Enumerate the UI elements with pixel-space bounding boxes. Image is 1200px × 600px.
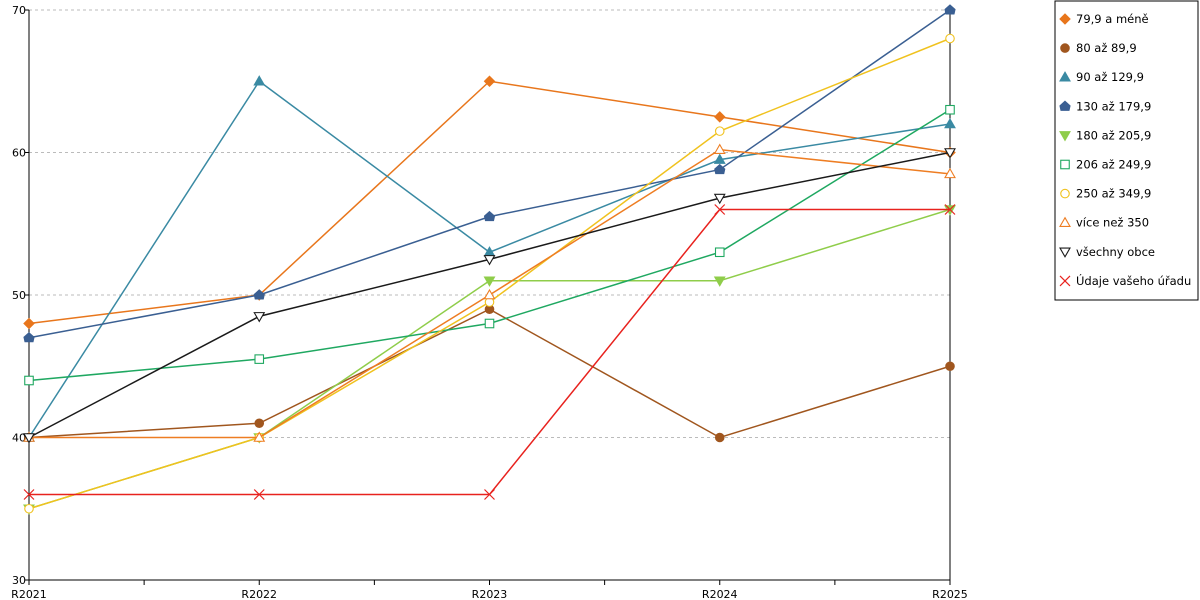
data-point (483, 255, 496, 266)
y-tick-label: 30 (12, 574, 26, 587)
legend-marker (1059, 275, 1071, 287)
data-point (23, 433, 35, 444)
data-point (713, 153, 726, 164)
legend-item: 206 až 249,9 (1060, 158, 1151, 172)
data-point (944, 4, 956, 15)
legend-item: Údaje vašeho úřadu (1059, 273, 1191, 288)
data-point (484, 318, 495, 329)
y-tick-label: 50 (12, 289, 26, 302)
data-point (24, 375, 34, 386)
data-point (23, 489, 35, 500)
data-point (944, 117, 956, 129)
data-point (253, 489, 265, 500)
data-point (713, 193, 726, 205)
legend-marker (1060, 159, 1070, 170)
legend-item: všechny obce (1059, 245, 1155, 259)
legend-marker (1059, 13, 1071, 25)
y-tick-label: 70 (12, 4, 26, 17)
data-point (254, 354, 265, 364)
data-point (713, 143, 726, 154)
legend-marker (1059, 71, 1071, 82)
x-tick-label: R2021 (11, 588, 47, 600)
data-point (714, 163, 726, 175)
legend-label: 206 až 249,9 (1076, 158, 1151, 172)
legend-label: všechny obce (1076, 245, 1155, 259)
data-point (253, 431, 266, 442)
legend-marker (1060, 43, 1070, 53)
data-point (713, 276, 726, 287)
data-point (713, 111, 726, 123)
data-point (714, 126, 725, 136)
legend-marker (1060, 188, 1070, 199)
legend-label: 180 až 205,9 (1076, 128, 1151, 142)
legend-item: 180 až 205,9 (1059, 128, 1151, 142)
legend-marker (1059, 131, 1071, 142)
data-point (253, 75, 266, 86)
data-point (945, 104, 955, 115)
series-line (28, 80, 951, 325)
legend-item: více než 350 (1059, 216, 1149, 230)
series-line (28, 308, 951, 439)
data-point (714, 432, 725, 443)
legend-label: 130 až 179,9 (1076, 99, 1151, 113)
legend-item: 90 až 129,9 (1059, 70, 1144, 84)
x-tick-label: R2025 (932, 588, 968, 600)
series-7 (24, 33, 955, 514)
data-point (254, 418, 265, 429)
data-point (253, 312, 266, 323)
legend-label: 90 až 129,9 (1076, 70, 1144, 84)
legend-box (1054, 0, 1199, 301)
data-point (483, 276, 496, 287)
data-point (483, 210, 496, 222)
legend-label: Údaje vašeho úřadu (1076, 273, 1191, 288)
x-tick-label: R2022 (241, 588, 277, 600)
data-point (23, 317, 35, 330)
x-tick-label: R2023 (472, 588, 508, 600)
legend-label: 80 až 89,9 (1076, 41, 1137, 55)
legend-item: 79,9 a méně (1059, 12, 1149, 26)
legend-marker (1059, 100, 1071, 111)
data-point (945, 33, 955, 44)
y-tick-label: 40 (12, 432, 26, 445)
legend-item: 130 až 179,9 (1059, 99, 1151, 113)
legend-label: více než 350 (1076, 216, 1149, 230)
data-point (944, 204, 956, 215)
legend: 79,9 a méně 80 až 89,9 90 až 129,9 130 až 1… (1054, 0, 1199, 301)
legend-label: 250 až 349,9 (1076, 187, 1151, 201)
legend-marker (1059, 216, 1071, 227)
legend-label: 79,9 a méně (1076, 12, 1149, 26)
data-point (484, 489, 495, 500)
data-point (483, 288, 496, 300)
data-point (944, 167, 956, 179)
legend-item: 80 až 89,9 (1060, 41, 1137, 55)
x-tick-label: R2024 (702, 588, 738, 600)
series-4 (23, 4, 956, 343)
series-8 (23, 143, 956, 442)
y-tick-label: 60 (12, 147, 26, 160)
data-point (945, 361, 955, 372)
series-6 (24, 104, 955, 386)
legend-marker (1059, 247, 1071, 258)
data-point (253, 289, 265, 300)
series-3 (23, 75, 956, 442)
data-point (714, 247, 725, 258)
legend-item: 250 až 349,9 (1060, 187, 1151, 201)
data-point (944, 148, 956, 159)
series-9 (23, 148, 956, 444)
series-line (28, 109, 951, 382)
data-point (714, 204, 726, 215)
data-point (24, 503, 34, 514)
series-10 (23, 204, 956, 500)
data-point (483, 75, 496, 88)
data-point (23, 332, 35, 343)
series-line (28, 9, 951, 339)
series-layer (23, 4, 956, 515)
